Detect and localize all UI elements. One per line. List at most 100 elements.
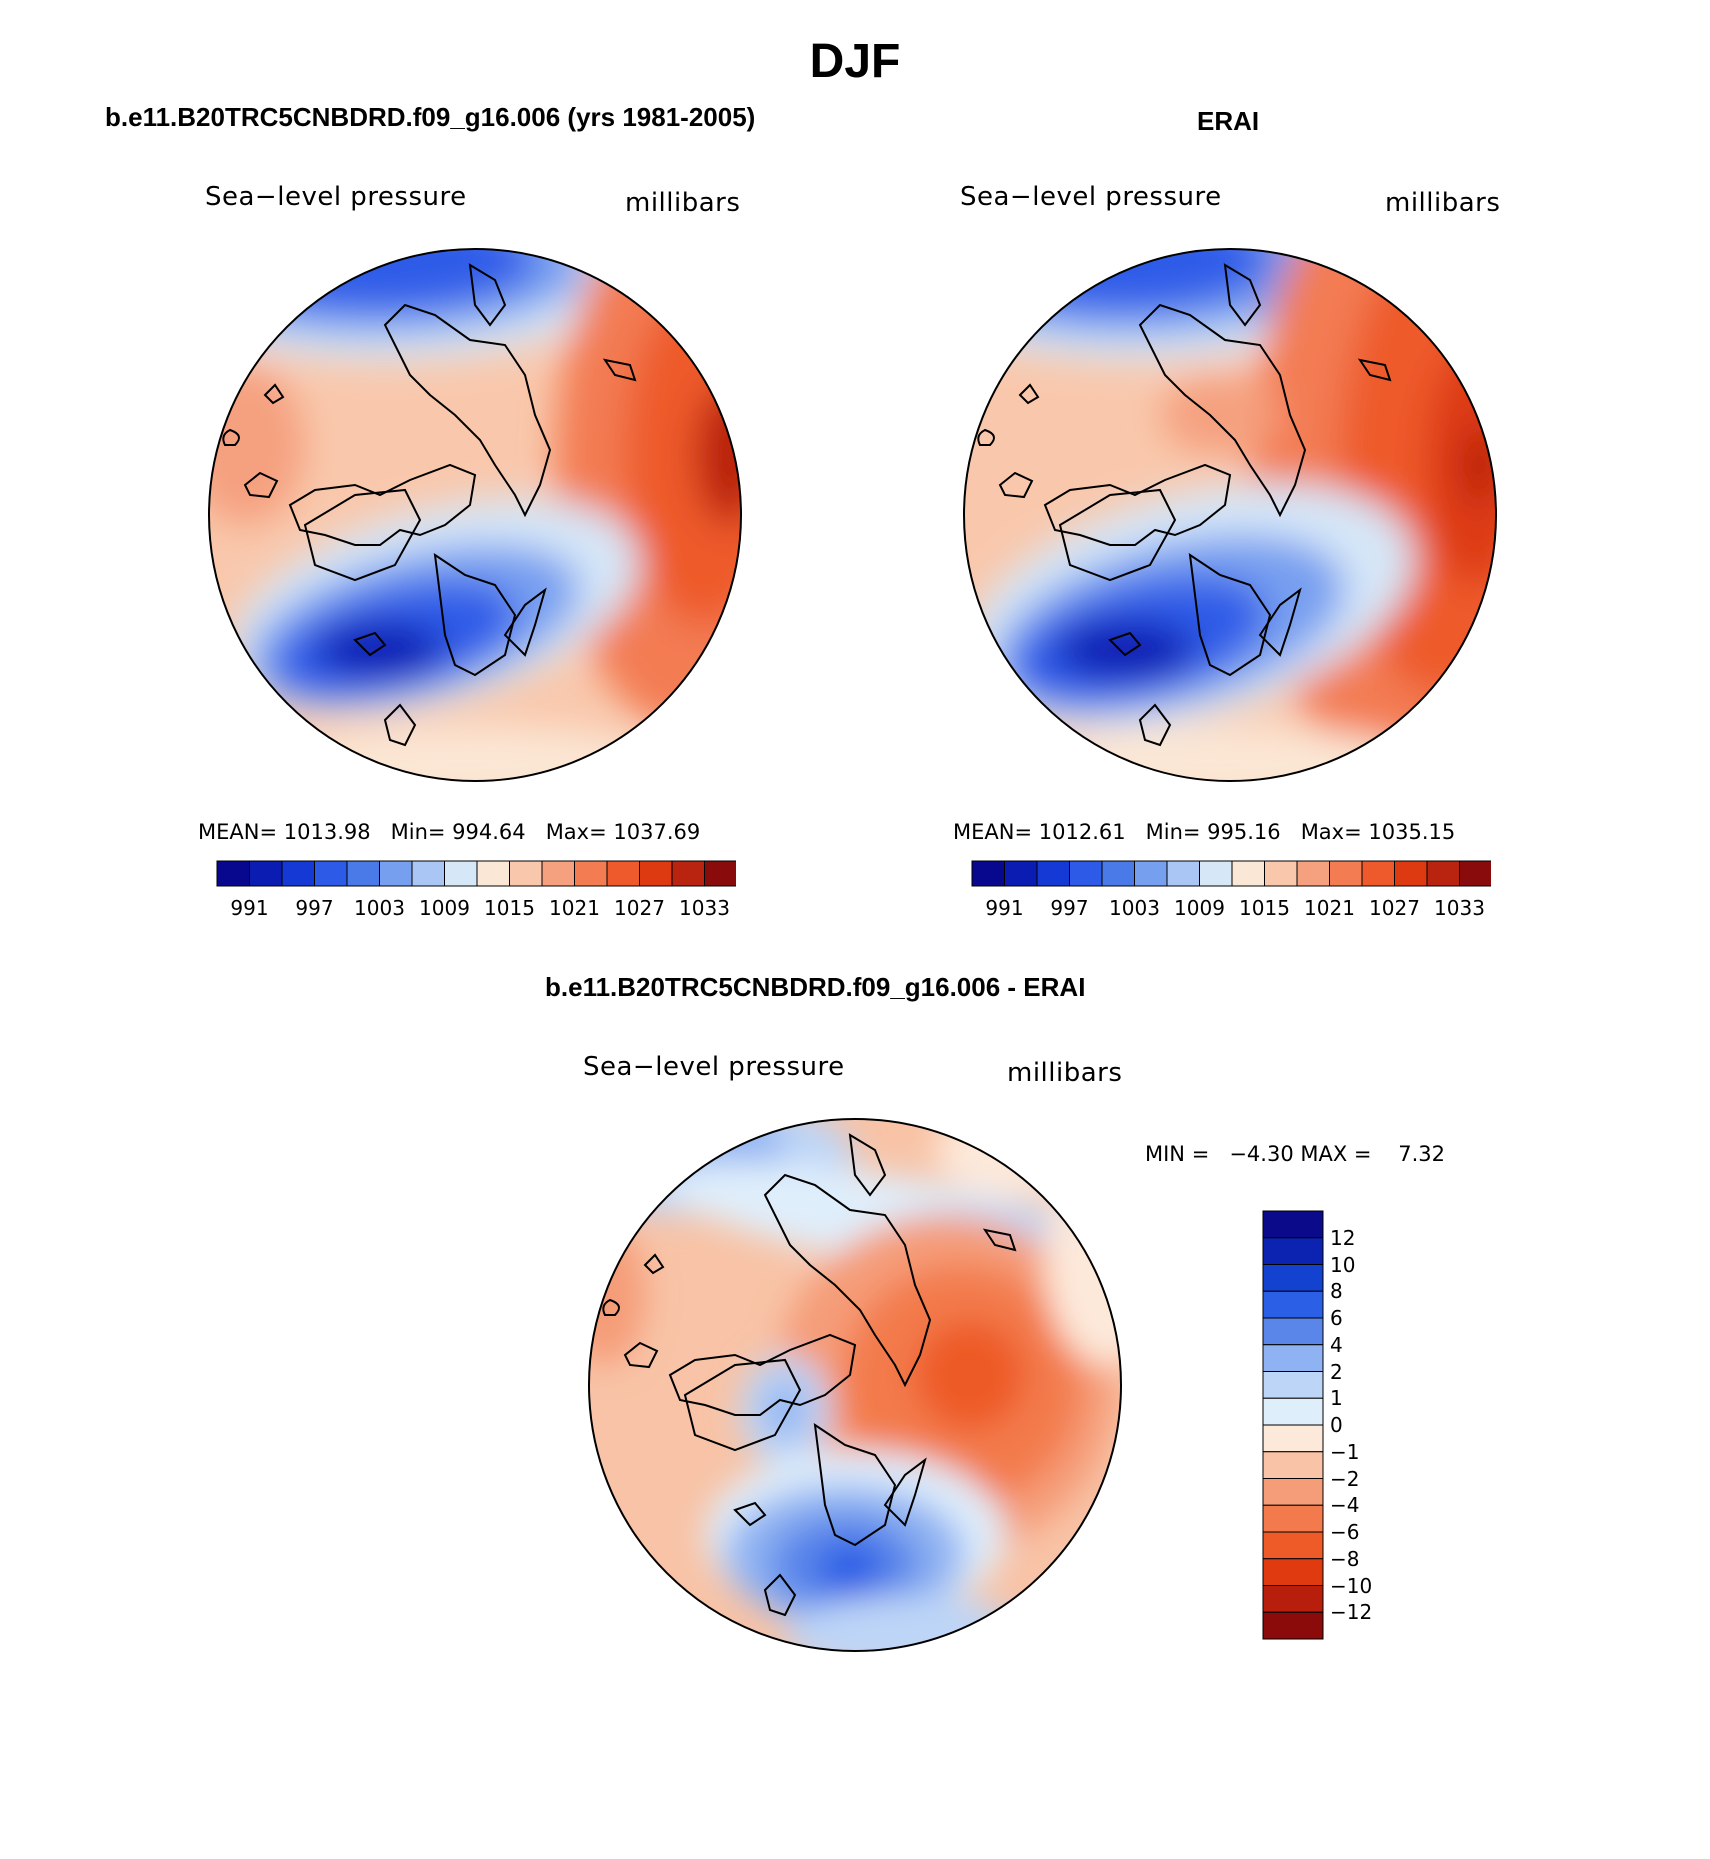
panel-3-colorbar-swatch xyxy=(1262,1317,1324,1346)
panel-3-colorbar-swatch xyxy=(1262,1451,1324,1479)
panel-1-units-label: millibars xyxy=(625,188,741,218)
panel-1-colorbar-swatch xyxy=(346,860,380,887)
panel-2-colorbar-swatch xyxy=(1264,860,1298,887)
panel-3-colorbar-tick-label: −1 xyxy=(1330,1439,1360,1464)
panel-2-colorbar-swatch xyxy=(1426,860,1460,887)
panel-1-colorbar-swatch xyxy=(704,860,738,887)
panel-2-colorbar-tick-label: 1027 xyxy=(1369,896,1420,920)
panel-2-colorbar-swatch xyxy=(1329,860,1363,887)
panel-3-colorbar-tick-label: −8 xyxy=(1330,1546,1360,1571)
panel-3-colorbar-tick-label: −6 xyxy=(1330,1520,1360,1544)
panel-3-colorbar-tick-label: −4 xyxy=(1330,1493,1360,1518)
panel-1-colorbar-swatch xyxy=(671,860,705,887)
panel-1-colorbar-swatch xyxy=(216,860,250,887)
panel-2-colorbar-swatch xyxy=(1459,860,1493,887)
panel-1-colorbar-tick-label: 1009 xyxy=(419,896,470,920)
panel-3-colorbar-swatch xyxy=(1262,1611,1324,1640)
panel-3-colorbar-tick-label: 8 xyxy=(1330,1279,1343,1304)
panel-2-variable-label: Sea−level pressure xyxy=(960,182,1222,212)
panel-3-colorbar-swatch xyxy=(1262,1504,1324,1533)
panel-3-colorbar-tick-label: −12 xyxy=(1330,1600,1373,1625)
panel-3-colorbar-swatch xyxy=(1262,1237,1324,1265)
panel-2-stats: MEAN= 1012.61 Min= 995.16 Max= 1035.15 xyxy=(953,820,1456,844)
panel-1-colorbar-tick-label: 1015 xyxy=(484,896,535,920)
panel-2-colorbar-swatch xyxy=(971,860,1005,887)
panel-3-colorbar-tick-label: 4 xyxy=(1330,1332,1343,1357)
panel-1-colorbar-swatch xyxy=(379,860,413,887)
panel-3-polar-map xyxy=(588,1118,1122,1652)
panel-2-units-label: millibars xyxy=(1385,188,1501,218)
panel-2-colorbar-tick-label: 991 xyxy=(985,896,1024,920)
panel-2-colorbar-swatch xyxy=(1004,860,1038,887)
panel-1-colorbar-swatch xyxy=(606,860,640,887)
panel-1-variable-label: Sea−level pressure xyxy=(205,182,467,212)
panel-3-colorbar-swatch xyxy=(1262,1424,1324,1453)
panel-1-colorbar-swatch xyxy=(444,860,478,887)
panel-3-colorbar-tick-label: 2 xyxy=(1330,1359,1343,1384)
panel-1-colorbar-tick-label: 1003 xyxy=(354,896,405,920)
panel-3-colorbar-tick-label: 12 xyxy=(1330,1225,1356,1250)
panel-2-colorbar-swatch xyxy=(1231,860,1265,887)
panel-1-colorbar-tick-label: 1021 xyxy=(549,896,600,920)
panel-2-colorbar-swatch xyxy=(1101,860,1135,887)
panel-1-colorbar-labels: 991 997 1003 1009 1015 1021 1027 1033 xyxy=(216,896,736,926)
panel-3-colorbar-swatch xyxy=(1262,1531,1324,1560)
panel-1-colorbar-swatch xyxy=(314,860,348,887)
panel-3-colorbar-swatch xyxy=(1262,1478,1324,1506)
panel-3-colorbar-swatch xyxy=(1262,1290,1324,1319)
panel-3-colorbar-tick-label: 1 xyxy=(1330,1386,1343,1411)
panel-3-colorbar-tick-label: 6 xyxy=(1330,1306,1343,1330)
panel-2-colorbar-labels: 991 997 1003 1009 1015 1021 1027 1033 xyxy=(971,896,1491,926)
panel-1-colorbar-swatch xyxy=(476,860,510,887)
panel-1-colorbar-swatch xyxy=(639,860,673,887)
panel-2-colorbar-tick-label: 1015 xyxy=(1239,896,1290,920)
panel-1-colorbar-swatch xyxy=(411,860,445,887)
panel-3-colorbar-swatch xyxy=(1262,1371,1324,1399)
panel-1-colorbar-tick-label: 991 xyxy=(230,896,269,920)
panel-2-colorbar-tick-label: 1021 xyxy=(1304,896,1355,920)
panel-2-colorbar-swatch xyxy=(1069,860,1103,887)
panel-1-colorbar-swatch xyxy=(574,860,608,887)
panel-2-title: ERAI xyxy=(1197,106,1260,136)
panel-3-colorbar-swatch xyxy=(1262,1344,1324,1372)
panel-1-colorbar-tick-label: 1033 xyxy=(679,896,730,920)
panel-2-colorbar-swatch xyxy=(1036,860,1070,887)
panel-2-colorbar-tick-label: 1033 xyxy=(1434,896,1485,920)
panel-2-colorbar-swatch xyxy=(1394,860,1428,887)
panel-3-colorbar xyxy=(1262,1210,1324,1645)
panel-2-colorbar-tick-label: 997 xyxy=(1050,896,1089,920)
panel-3-colorbar-tick-label: 10 xyxy=(1330,1252,1356,1277)
panel-2-colorbar xyxy=(971,860,1493,893)
panel-2-colorbar-swatch xyxy=(1361,860,1395,887)
panel-2-colorbar-swatch xyxy=(1199,860,1233,887)
panel-2-polar-map xyxy=(963,248,1497,782)
panel-3-variable-label: Sea−level pressure xyxy=(583,1052,845,1082)
panel-1-polar-map xyxy=(208,248,742,782)
panel-1-colorbar-tick-label: 1027 xyxy=(614,896,665,920)
panel-3-colorbar-tick-label: −10 xyxy=(1330,1573,1373,1598)
panel-1-stats: MEAN= 1013.98 Min= 994.64 Max= 1037.69 xyxy=(198,820,701,844)
panel-1-colorbar-swatch xyxy=(509,860,543,887)
panel-3-colorbar-tick-label: −2 xyxy=(1330,1466,1360,1491)
panel-1-colorbar-swatch xyxy=(249,860,283,887)
panel-3-colorbar-tick-label: 0 xyxy=(1330,1413,1343,1437)
panel-1-title: b.e11.B20TRC5CNBDRD.f09_g16.006 (yrs 198… xyxy=(105,102,756,132)
panel-3-colorbar-labels: 12 10 8 6 4 2 1 0 −1 −2 −4 −6 −8 −10 −12 xyxy=(1330,1210,1410,1640)
panel-3-colorbar-swatch xyxy=(1262,1397,1324,1426)
panel-3-colorbar-swatch xyxy=(1262,1585,1324,1613)
panel-3-stats: MIN = −4.30 MAX = 7.32 xyxy=(1145,1142,1445,1166)
panel-2-colorbar-tick-label: 1003 xyxy=(1109,896,1160,920)
panel-3-colorbar-swatch xyxy=(1262,1210,1324,1239)
panel-2-colorbar-swatch xyxy=(1296,860,1330,887)
panel-1-colorbar-swatch xyxy=(541,860,575,887)
panel-3-title: b.e11.B20TRC5CNBDRD.f09_g16.006 - ERAI xyxy=(545,972,1086,1002)
panel-1-colorbar-swatch xyxy=(281,860,315,887)
panel-2-colorbar-swatch xyxy=(1134,860,1168,887)
panel-1-colorbar xyxy=(216,860,738,893)
panel-1-colorbar-tick-label: 997 xyxy=(295,896,334,920)
page-title: DJF xyxy=(809,35,901,88)
panel-3-units-label: millibars xyxy=(1007,1058,1123,1088)
panel-3-colorbar-swatch xyxy=(1262,1558,1324,1586)
panel-3-colorbar-swatch xyxy=(1262,1264,1324,1292)
panel-2-colorbar-tick-label: 1009 xyxy=(1174,896,1225,920)
